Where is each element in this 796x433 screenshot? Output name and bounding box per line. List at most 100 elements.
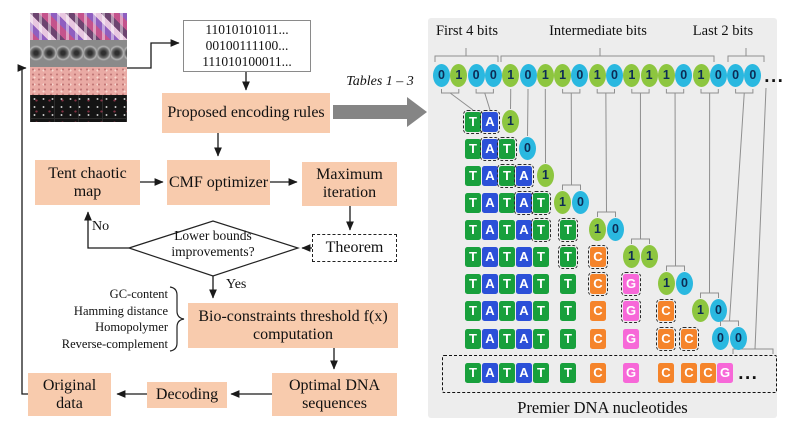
nucleotide-cell: T (533, 247, 549, 267)
panel-connectors-svg (434, 48, 774, 354)
sequence-ellipsis: ... (738, 365, 759, 383)
bit-circle: 0 (709, 64, 727, 87)
no-label: No (92, 219, 110, 234)
nucleotide-cell: C (655, 298, 677, 324)
nucleotide-cell: T (530, 217, 552, 243)
row-bit-circle: 0 (730, 327, 747, 350)
nucleotide-cell: T (557, 244, 579, 270)
optimal-dna-box: Optimal DNA sequences (272, 373, 397, 416)
nucleotide-cell: A (516, 329, 532, 349)
dna-rows: 0 1 0 0 1 0 1 1 0 1 0 1 1 1 0 1 0 0 0... T A 1 T A T 0 T A T A 1 T A T A T 1… (428, 18, 783, 418)
row-bit-circle: 1 (554, 191, 571, 214)
nucleotide-cell: T (465, 220, 481, 240)
nucleotide-cell: T (560, 329, 576, 349)
nucleotide-cell: A (482, 247, 498, 267)
bit-circle: 1 (692, 64, 710, 87)
last-2-bits-label: Last 2 bits (692, 23, 754, 39)
nucleotide-cell: G (623, 329, 639, 349)
bit-circle: 1 (588, 64, 606, 87)
nucleotide-cell: A (516, 363, 532, 383)
tent-chaotic-map-box: Tent chaotic map (35, 160, 140, 205)
nucleotide-cell: T (560, 274, 576, 294)
flow-arrows-svg (17, 39, 427, 398)
constraints-brace (169, 286, 185, 352)
nucleotide-cell: T (465, 139, 481, 159)
nucleotide-cell: C (658, 363, 674, 383)
row-bit-circle: 0 (676, 272, 693, 295)
constraint-item: GC-content (109, 287, 168, 301)
nucleotide-cell: C (681, 363, 697, 383)
nucleotide-cell: C (587, 271, 609, 297)
nucleotide-cell: A (516, 220, 532, 240)
nucleotide-cell: T (499, 193, 515, 213)
nucleotide-cell: G (623, 363, 639, 383)
nucleotide-cell: A (482, 220, 498, 240)
constraint-item: Hamming distance (73, 303, 168, 318)
nucleotide-cell: A (482, 329, 498, 349)
bit-circle: 0 (433, 64, 450, 87)
nucleotide-cell: T (530, 190, 552, 216)
nucleotide-cell: T (499, 301, 515, 321)
original-data-box: Original data (28, 373, 111, 416)
nucleotide-cell: T (533, 301, 549, 321)
bit-circle: 1 (623, 64, 641, 87)
nucleotide-cell: T (465, 166, 481, 186)
row-bit-circle: 1 (658, 272, 675, 295)
bit-circle: 1 (450, 64, 468, 87)
bit-circle: 0 (467, 64, 485, 87)
nucleotide-cell: T (499, 247, 515, 267)
bit-circle: 1 (657, 64, 675, 87)
nucleotide-cell: T (499, 329, 515, 349)
nucleotide-cell: T (499, 274, 515, 294)
nucleotide-cell: A (479, 109, 501, 135)
bit-circle: 0 (571, 64, 589, 87)
arrow-feedback-loop (17, 64, 28, 395)
nucleotide-cell: C (700, 363, 716, 383)
constraints-list: GC-content Hamming distance Homopolymer … (38, 286, 168, 352)
nucleotide-cell: T (533, 329, 549, 349)
nucleotide-cell: A (516, 274, 532, 294)
bit-circle: 0 (727, 64, 745, 87)
bit-circle: 0 (519, 64, 537, 87)
bit-circle: 1 (536, 64, 554, 87)
nucleotide-cell: C (590, 329, 606, 349)
nucleotide-cell: G (620, 271, 642, 297)
premier-sequence-outline (442, 355, 777, 393)
nucleotide-cell: T (465, 363, 481, 383)
nucleotide-cell: C (590, 301, 606, 321)
nucleotide-cell: C (590, 363, 606, 383)
source-images-stack (30, 13, 127, 122)
proposed-encoding-rules-box: Proposed encoding rules (162, 93, 330, 133)
nucleotide-cell: T (560, 363, 576, 383)
arrow-no-loop (84, 211, 129, 249)
bit-circle: 0 (675, 64, 693, 87)
row-bit-circle: 0 (519, 137, 536, 160)
constraint-item: Reverse-complement (61, 336, 168, 351)
decoding-box: Decoding (147, 382, 227, 408)
nucleotide-cell: A (516, 301, 532, 321)
nucleotide-cell: G (620, 298, 642, 324)
nucleotide-cell: A (516, 247, 532, 267)
theorem-box: Theorem (312, 234, 397, 262)
nucleotide-cell: A (513, 163, 535, 189)
nucleotide-cell: A (482, 301, 498, 321)
nucleotide-cell: T (499, 363, 515, 383)
nucleotide-cell: A (482, 274, 498, 294)
nucleotide-cell: C (587, 244, 609, 270)
row-bit-circle: 1 (623, 245, 640, 268)
bitstream-ellipsis: ... (764, 68, 785, 86)
bit-circle: 0 (484, 64, 502, 87)
binary-line: 11010101011... (205, 22, 289, 37)
nucleotide-cell: T (465, 301, 481, 321)
arrow-images-to-binary (127, 39, 180, 69)
row-bit-circle: 0 (712, 327, 729, 350)
nucleotide-cell: A (482, 193, 498, 213)
pink-noise-image (30, 67, 127, 95)
nucleotide-cell: A (479, 136, 501, 162)
maximum-iteration-box: Maximum iteration (302, 162, 397, 206)
row-bit-circle: 1 (502, 110, 519, 133)
bit-circle: 1 (502, 64, 520, 87)
nucleotide-cell: T (560, 301, 576, 321)
row-bit-circle: 1 (692, 299, 709, 322)
